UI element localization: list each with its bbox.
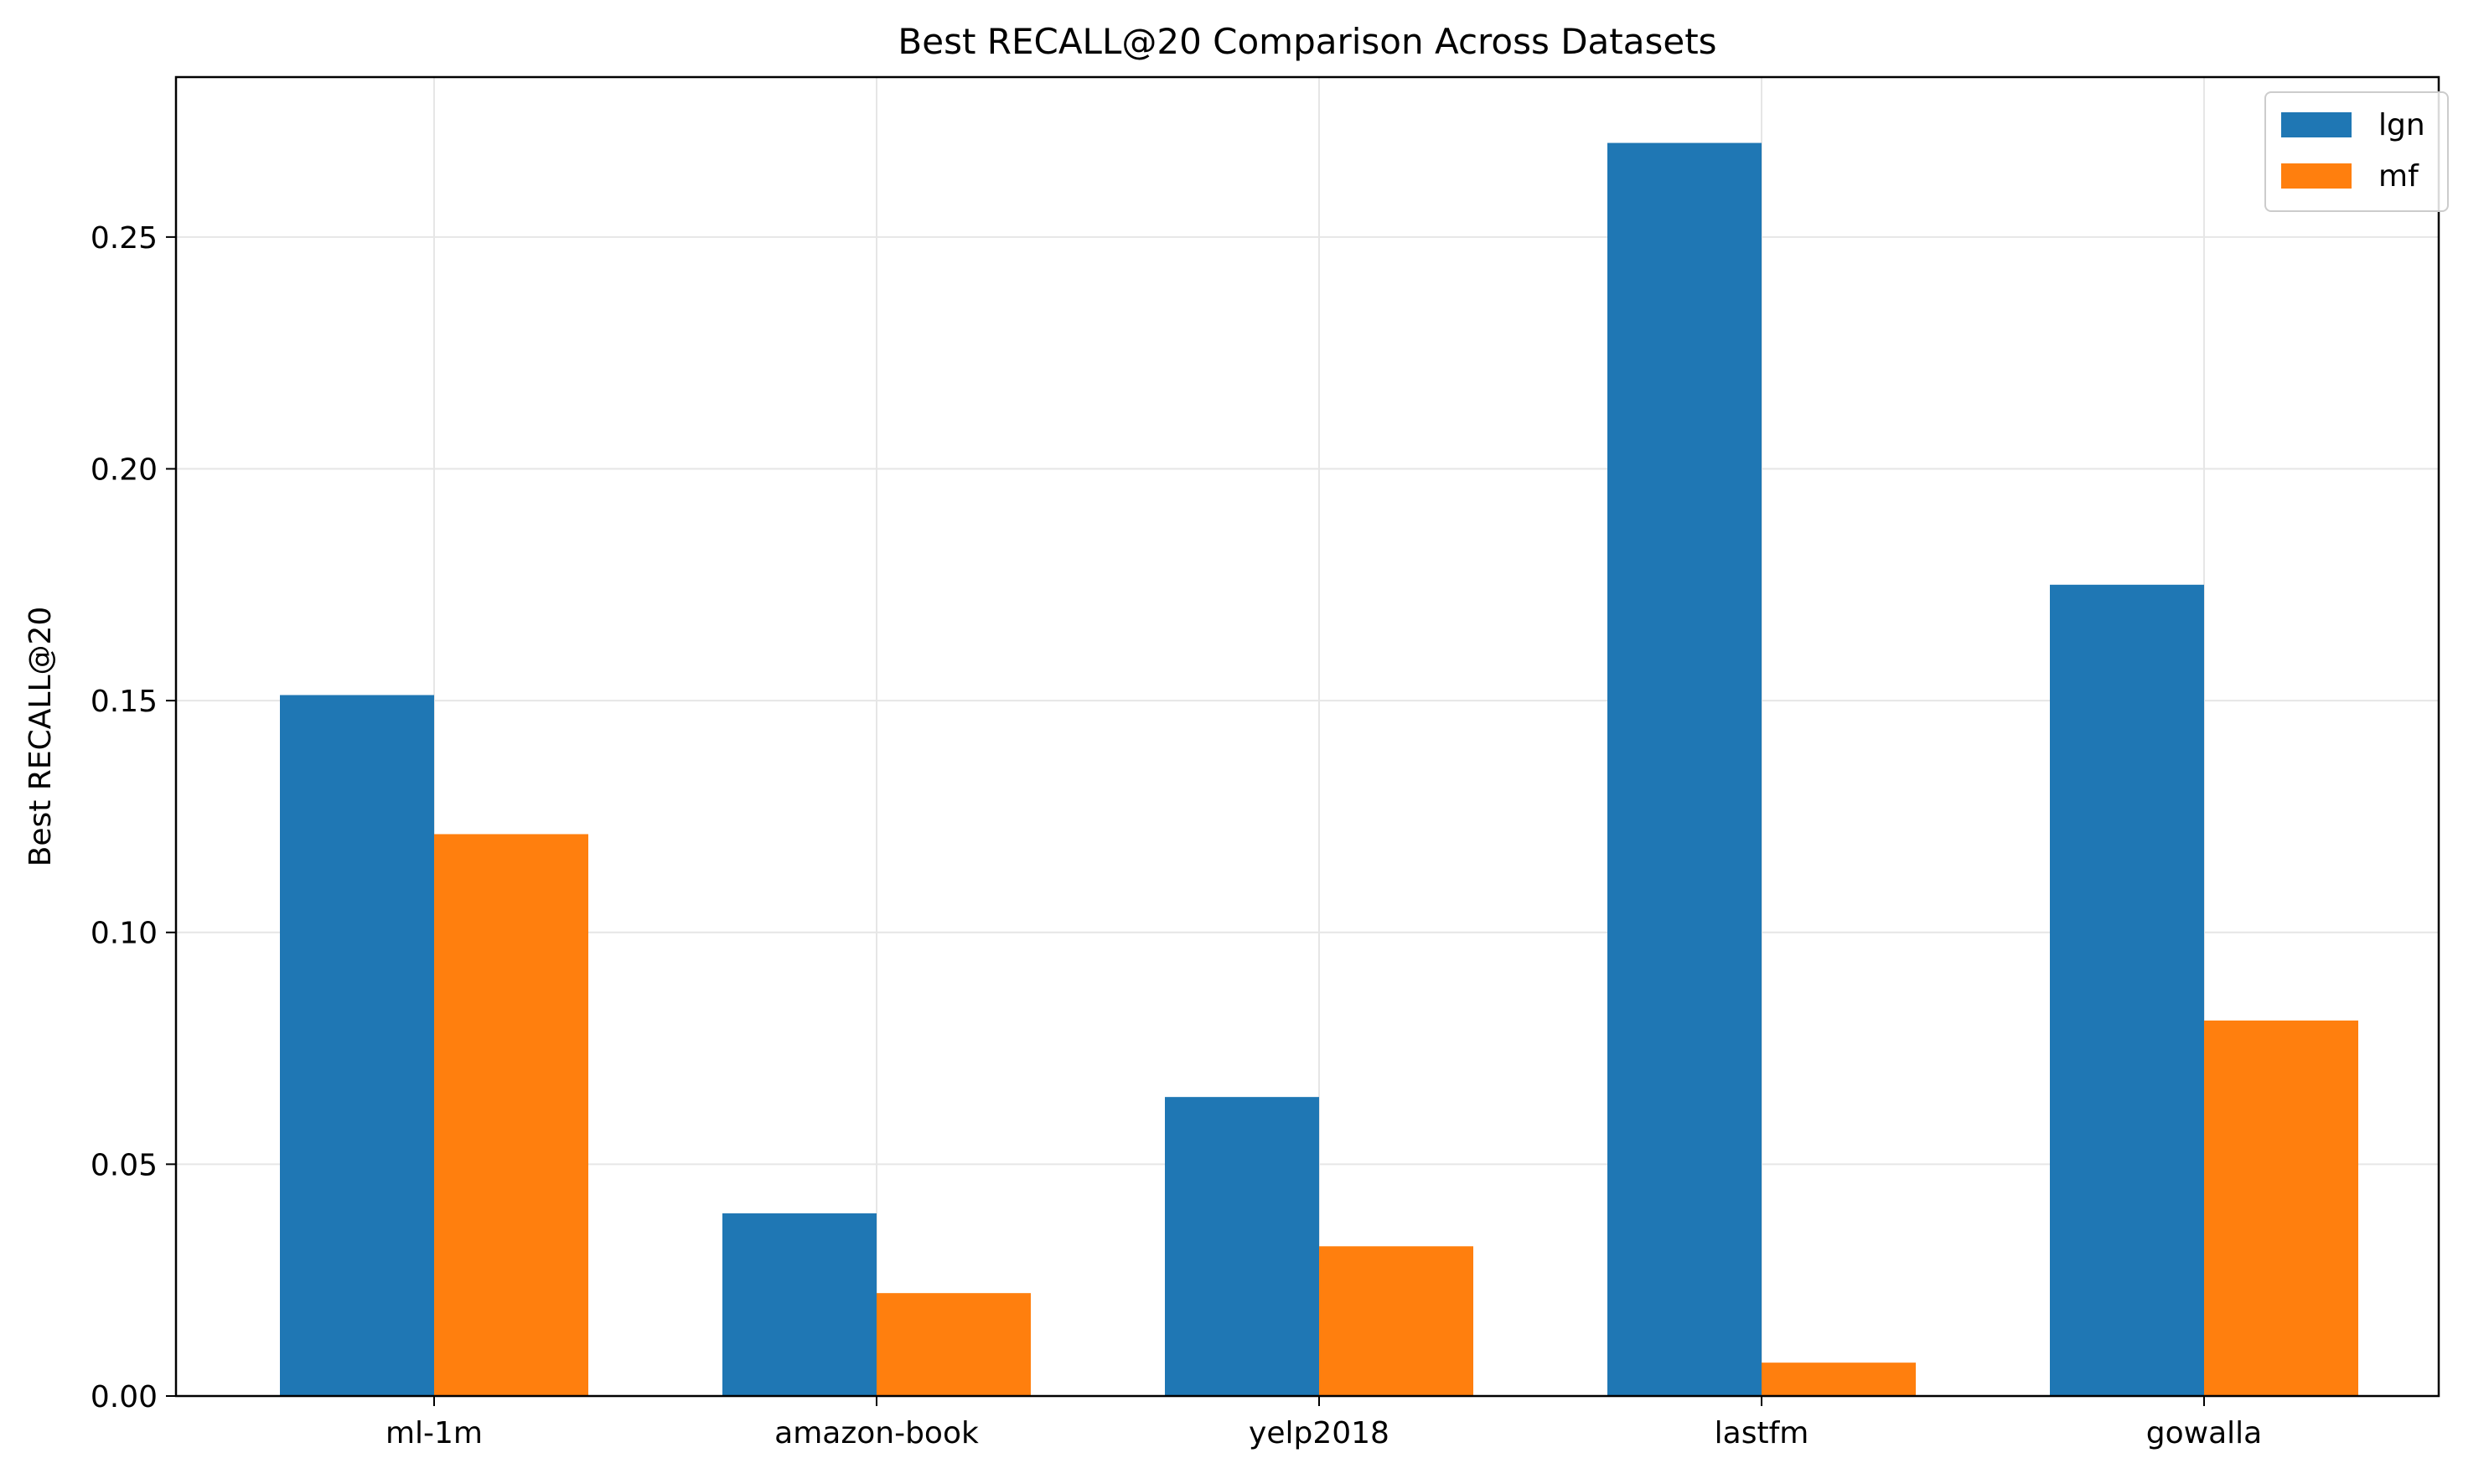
x-tick-label-ml-1m: ml-1m <box>386 1416 483 1450</box>
y-tick-label: 0.25 <box>91 221 158 256</box>
bar-lgn-lastfm <box>1607 142 1762 1397</box>
y-tick-label: 0.15 <box>91 685 158 719</box>
legend-label-lgn: lgn <box>2378 108 2425 142</box>
bars <box>280 142 2358 1397</box>
y-axis-label: Best RECALL@20 <box>23 607 58 867</box>
x-tick-label-lastfm: lastfm <box>1715 1416 1809 1450</box>
x-tick-label-yelp2018: yelp2018 <box>1249 1416 1389 1450</box>
y-tick-label: 0.20 <box>91 452 158 487</box>
bar-mf-ml-1m <box>434 834 588 1396</box>
bar-lgn-ml-1m <box>280 695 434 1396</box>
x-axis-ticks: ml-1m amazon-book yelp2018 lastfm gowalla <box>386 1396 2262 1450</box>
x-tick-label-amazon-book: amazon-book <box>774 1416 979 1450</box>
legend-swatch-lgn <box>2281 112 2352 137</box>
y-tick-label: 0.10 <box>91 917 158 951</box>
bar-lgn-yelp2018 <box>1165 1097 1319 1396</box>
bar-mf-amazon-book <box>877 1293 1031 1396</box>
bar-lgn-gowalla <box>2050 584 2204 1396</box>
bar-mf-lastfm <box>1762 1362 1916 1396</box>
plot-frame <box>174 75 2440 1398</box>
legend: lgn mf <box>2264 91 2449 212</box>
bar-lgn-amazon-book <box>722 1213 877 1396</box>
bar-mf-yelp2018 <box>1319 1246 1473 1396</box>
x-tick-label-gowalla: gowalla <box>2146 1416 2262 1450</box>
bar-mf-gowalla <box>2204 1020 2358 1396</box>
y-tick-label: 0.00 <box>91 1380 158 1414</box>
y-tick-label: 0.05 <box>91 1148 158 1182</box>
legend-label-mf: mf <box>2378 159 2419 194</box>
chart-title: Best RECALL@20 Comparison Across Dataset… <box>898 21 1716 62</box>
legend-swatch-mf <box>2281 163 2352 189</box>
y-axis-ticks: 0.00 0.05 0.10 0.15 0.20 0.25 <box>91 221 176 1414</box>
